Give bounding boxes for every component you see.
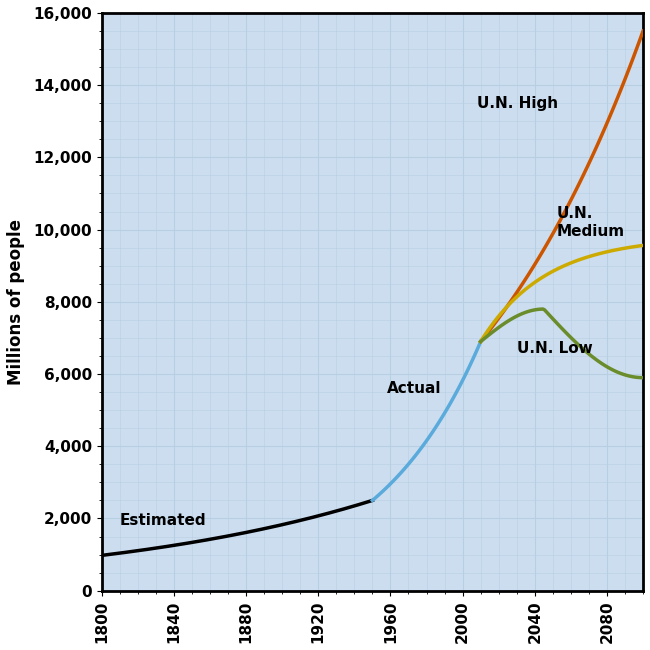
Text: U.N. Low: U.N. Low xyxy=(517,341,593,356)
Y-axis label: Millions of people: Millions of people xyxy=(7,219,25,385)
Text: Estimated: Estimated xyxy=(120,513,207,528)
Text: Actual: Actual xyxy=(387,381,441,396)
Text: U.N.
Medium: U.N. Medium xyxy=(556,206,625,239)
Text: U.N. High: U.N. High xyxy=(477,96,558,111)
